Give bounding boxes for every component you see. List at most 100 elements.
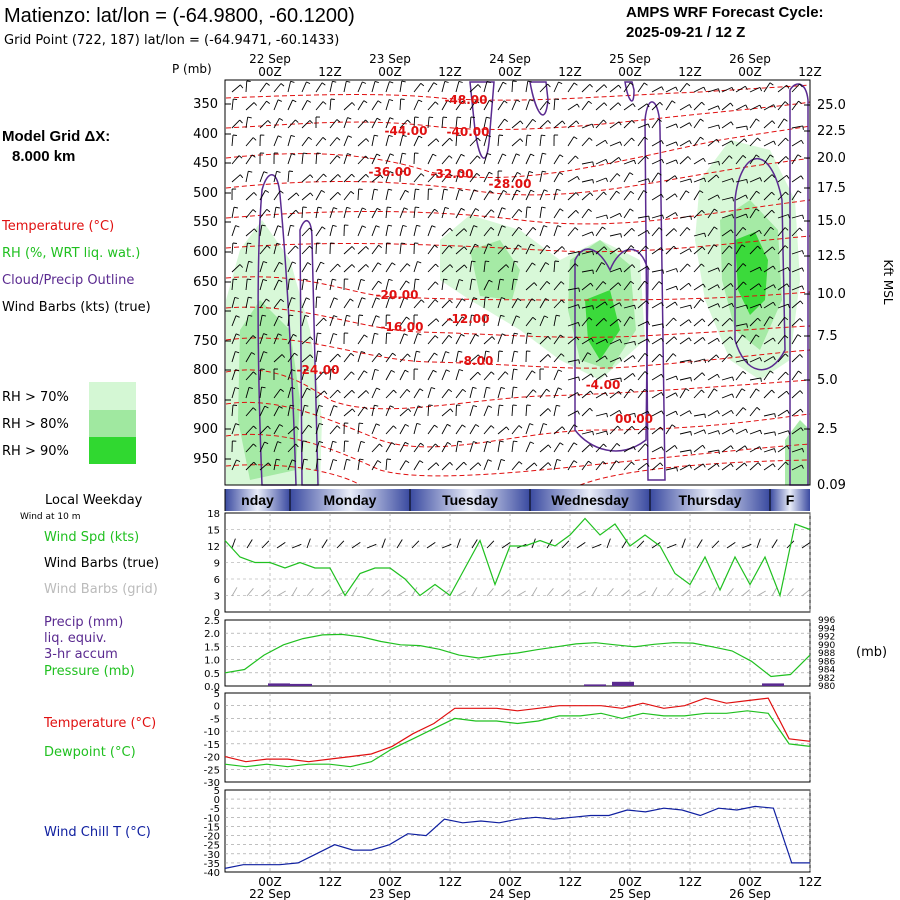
wind-barb-149 (595, 139, 608, 147)
wind-barb-345 (469, 225, 478, 237)
p2-barb-true-32 (711, 540, 720, 549)
p3-precip-bar-1 (290, 683, 312, 686)
wind-barb-30 (651, 86, 664, 93)
wind-barb-279 (693, 190, 704, 201)
wind-barb-492 (231, 296, 239, 309)
wind-barb-662 (315, 371, 327, 381)
wind-barb-21 (525, 80, 532, 93)
wind-barb-824 (287, 443, 299, 453)
wind-barb-180 (455, 153, 465, 165)
wind-barb-667 (385, 370, 396, 381)
wind-barb-802 (553, 426, 566, 435)
wind-barb-185 (525, 153, 535, 165)
wind-barb-488 (749, 283, 762, 291)
wind-barb-422 (399, 263, 411, 273)
wind-barb-342 (427, 225, 436, 237)
wind-barb-774 (735, 407, 747, 417)
wind-barb-541 (343, 314, 351, 327)
cloud-outline-8 (789, 83, 809, 486)
wind-barb-485 (707, 284, 720, 291)
p3-precip-bar-0 (268, 683, 290, 686)
wind-barb-273 (609, 190, 620, 201)
p5-ytick-5: -20 (204, 832, 220, 843)
wind-barb-657 (245, 371, 257, 381)
wind-barb-778 (791, 408, 804, 417)
wind-barb-343 (441, 227, 453, 237)
wind-barb-857 (749, 446, 762, 453)
wind-barb-83 (245, 116, 252, 129)
wind-barb-865 (287, 459, 296, 471)
wind-barb-197 (693, 157, 706, 165)
wind-barb-355 (609, 233, 622, 238)
wind-barb-835 (441, 442, 452, 453)
wind-barb-457 (315, 278, 322, 291)
wind-barb-480 (637, 280, 648, 291)
wind-barb-845 (581, 444, 594, 453)
wind-barb-224 (497, 170, 503, 183)
wind-barb-35 (721, 86, 735, 93)
wind-barb-204 (791, 154, 802, 165)
wind-barb-596 (539, 335, 551, 345)
wind-barb-360 (679, 227, 691, 237)
legend-wind-chill: Wind Chill T (°C) (44, 825, 151, 840)
wind-barb-495 (273, 298, 285, 309)
temp-contour-11 (225, 433, 811, 477)
wind-barb-842 (539, 444, 552, 453)
top-date-label-4: 26 Sep (729, 52, 771, 66)
bottom-date-label-0: 22 Sep (249, 887, 291, 900)
wind-speed-panel: 18 15 12 9 6 3 0 (207, 509, 811, 619)
wind-barb-373 (287, 245, 299, 255)
wind-barb-11 (385, 81, 394, 93)
wind-barb-172 (343, 153, 352, 165)
wind-barb-76 (721, 102, 734, 111)
height-tick-0: 25.0 (817, 98, 846, 113)
wind-barb-264 (483, 190, 494, 201)
p3-ytick-right-7: 982 (818, 674, 835, 684)
wind-barb-834 (427, 443, 439, 453)
bottom-hour-label-9: 12Z (798, 875, 822, 889)
wind-barb-750 (399, 408, 412, 417)
wind-barb-198 (707, 160, 720, 166)
p2-barb-true-7 (336, 540, 345, 549)
wind-barb-849 (637, 443, 649, 453)
p2-frame (224, 512, 811, 613)
wind-barb-75 (707, 105, 721, 111)
p2-barb-grid-17 (486, 588, 494, 597)
wind-barb-171 (329, 155, 341, 165)
wind-barb-268 (539, 189, 548, 201)
wind-barb-881 (511, 461, 523, 471)
height-tick-4: 15.0 (817, 214, 846, 229)
wind-barb-69 (623, 103, 636, 111)
wind-barb-618 (273, 354, 286, 363)
wind-barb-757 (497, 404, 504, 417)
wind-barb-811 (679, 431, 692, 436)
wind-barb-142 (497, 134, 504, 147)
wind-at-10m-label: Wind at 10 m (20, 512, 80, 522)
wind-barb-426 (455, 264, 468, 273)
wind-barb-525 (693, 298, 705, 309)
wind-barb-188 (567, 155, 579, 165)
forecast-cycle-line2: 2025-09-21 / 12 Z (626, 24, 745, 41)
temp-contour-1 (225, 101, 811, 130)
wind-barb-254 (343, 191, 355, 201)
wind-barb-357 (637, 230, 650, 237)
wind-barb-653 (763, 356, 776, 363)
p2-barb-grid-22 (561, 589, 570, 597)
wind-barb-99 (469, 116, 475, 129)
wind-barb-568 (721, 317, 733, 327)
wind-barb-424 (427, 263, 439, 273)
wind-barb-347 (497, 225, 506, 237)
wind-barb-558 (581, 317, 593, 327)
wind-barb-477 (595, 281, 607, 291)
cloud-outline-7 (734, 158, 786, 371)
cloud-outline-1 (299, 220, 319, 486)
wind-barb-203 (777, 156, 789, 165)
wind-barb-194 (651, 158, 665, 165)
wind-barb-406 (749, 245, 761, 255)
p2-ytick-6: 0 (214, 608, 220, 619)
wind-barb-405 (735, 244, 746, 255)
wind-barb-769 (665, 410, 678, 417)
wind-barb-498 (315, 296, 321, 309)
wind-barb-271 (581, 192, 594, 201)
wind-barb-20 (511, 80, 517, 93)
